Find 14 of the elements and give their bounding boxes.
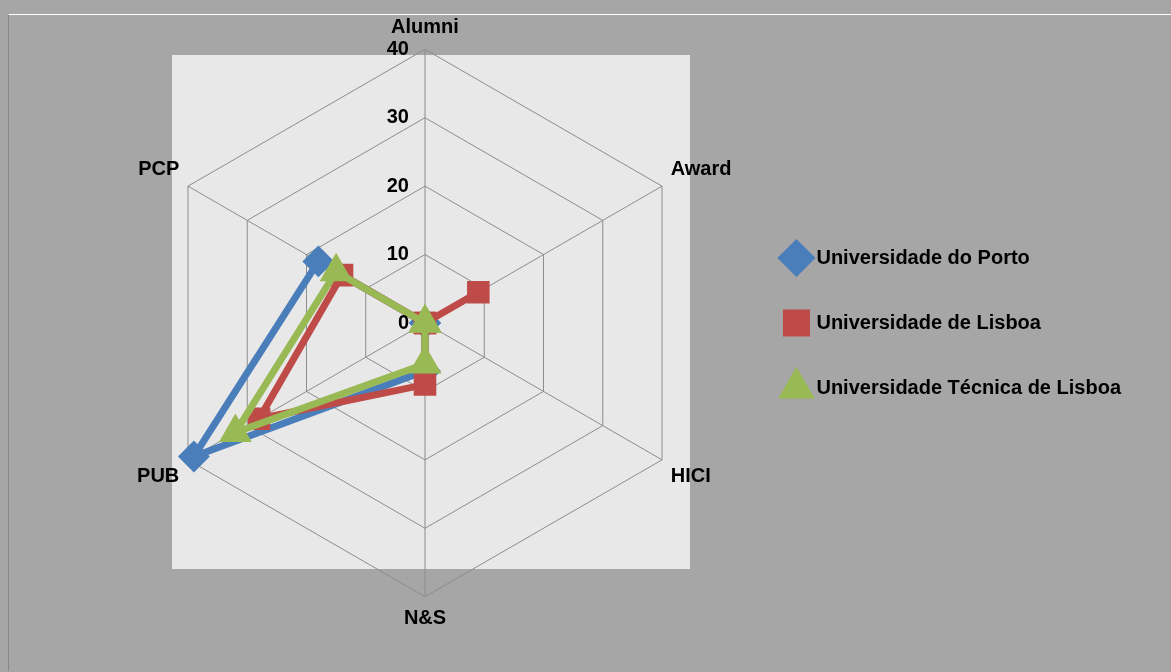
spoke-label: PCP [138,156,180,179]
legend-label: Universidade Técnica de Lisboa [816,375,1122,398]
y-tick-label: 0 [397,310,409,333]
spoke-label: PUB [137,464,180,487]
spoke-label: N&S [403,606,447,629]
y-tick-label: 40 [386,36,409,59]
spoke-label: Award [670,156,732,179]
y-tick-label: 30 [386,105,409,128]
y-tick-label: 10 [386,242,409,265]
spoke-label: Alumni [391,14,459,37]
y-tick-label: 20 [386,173,409,196]
legend-label: Universidade do Porto [816,245,1030,268]
spoke-label: HICI [670,464,711,487]
legend-label: Universidade de Lisboa [816,310,1042,333]
